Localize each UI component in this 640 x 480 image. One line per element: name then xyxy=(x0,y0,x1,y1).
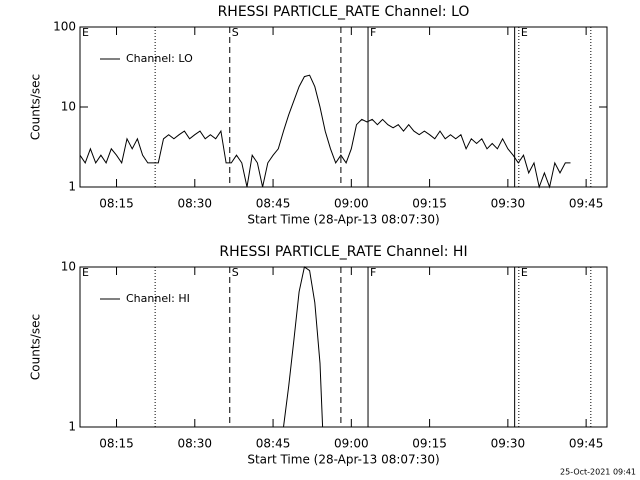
plot-frame xyxy=(79,266,608,428)
flag-label: S xyxy=(232,26,239,39)
plot-frame xyxy=(79,26,608,188)
flag-label: E xyxy=(521,266,528,279)
x-tick-label: 09:30 xyxy=(491,437,526,451)
legend-label: Channel: LO xyxy=(126,52,193,65)
x-tick-label: 08:15 xyxy=(99,197,134,211)
chart-title: RHESSI PARTICLE_RATE Channel: HI xyxy=(219,244,467,260)
x-tick-label: 09:30 xyxy=(491,197,526,211)
legend-label: Channel: HI xyxy=(126,292,190,305)
x-axis-label: Start Time (28-Apr-13 08:07:30) xyxy=(247,453,439,467)
x-tick-label: 08:30 xyxy=(177,197,212,211)
data-line xyxy=(283,266,324,428)
timestamp: 25-Oct-2021 09:41 xyxy=(560,468,636,477)
data-line xyxy=(79,74,571,189)
y-tick-label: 10 xyxy=(61,260,76,274)
x-tick-label: 08:30 xyxy=(177,437,212,451)
y-tick-label: 1 xyxy=(68,180,76,194)
x-tick-label: 09:15 xyxy=(412,437,447,451)
x-tick-label: 08:45 xyxy=(256,197,291,211)
x-axis-label: Start Time (28-Apr-13 08:07:30) xyxy=(247,213,439,227)
y-axis-label: Counts/sec xyxy=(29,314,43,380)
x-tick-label: 09:00 xyxy=(334,437,369,451)
flag-label: S xyxy=(232,266,239,279)
x-tick-label: 09:15 xyxy=(412,197,447,211)
y-tick-label: 10 xyxy=(61,100,76,114)
y-tick-label: 100 xyxy=(53,20,76,34)
flag-label: F xyxy=(370,26,376,39)
y-axis-label: Counts/sec xyxy=(29,74,43,140)
x-tick-label: 08:45 xyxy=(256,437,291,451)
x-tick-label: 09:45 xyxy=(569,437,604,451)
x-tick-label: 08:15 xyxy=(99,437,134,451)
chart-title: RHESSI PARTICLE_RATE Channel: LO xyxy=(218,4,470,20)
flag-label: E xyxy=(82,266,89,279)
flag-label: F xyxy=(370,266,376,279)
y-tick-label: 1 xyxy=(68,420,76,434)
flag-label: E xyxy=(82,26,89,39)
x-tick-label: 09:00 xyxy=(334,197,369,211)
x-tick-label: 09:45 xyxy=(569,197,604,211)
flag-label: E xyxy=(521,26,528,39)
